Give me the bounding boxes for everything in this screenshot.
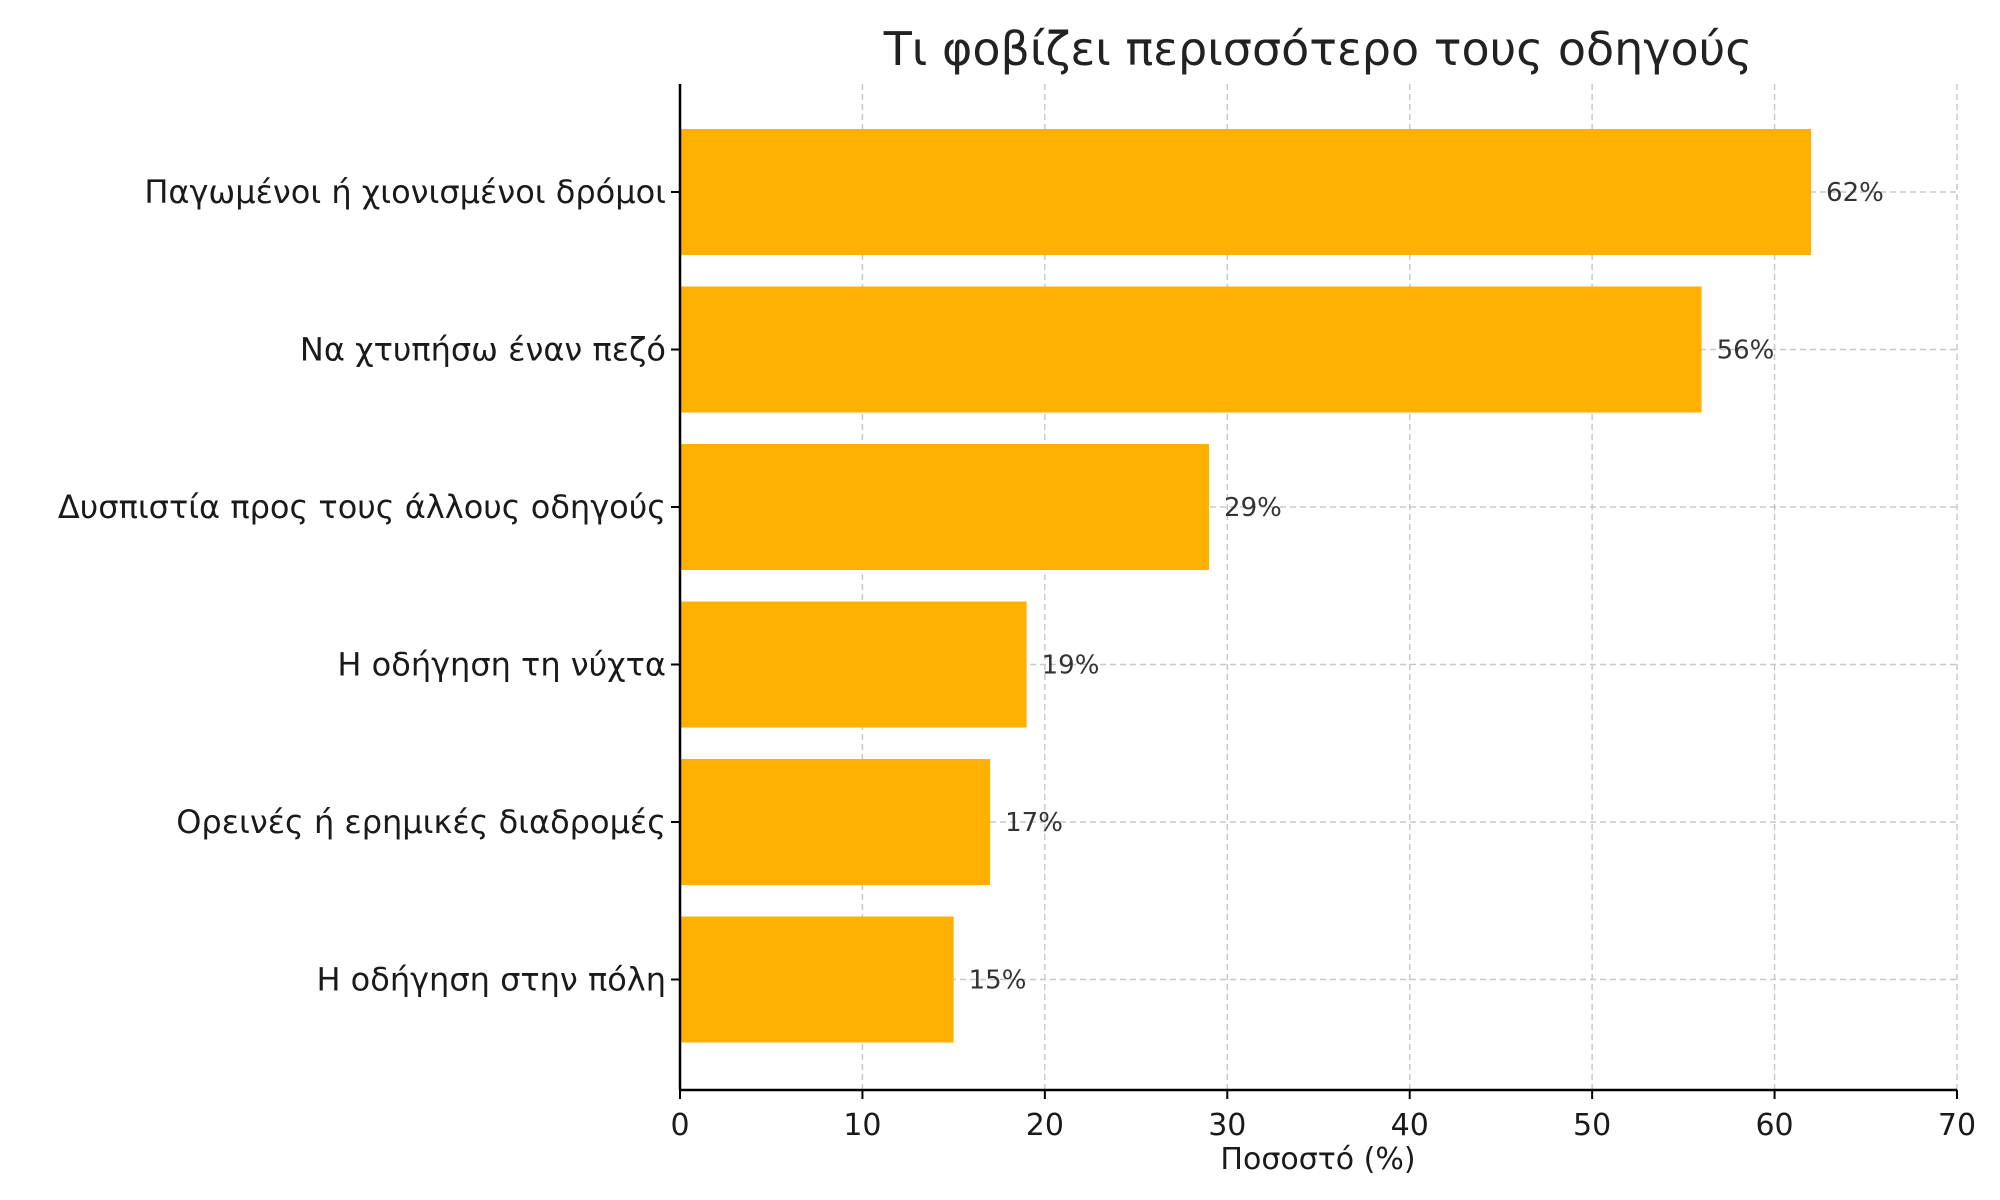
x-tick-label-1: 10 [843,1108,881,1143]
bar-1 [680,286,1702,413]
chart-title: Τι φοβίζει περισσότερο τους οδηγούς [883,22,1753,76]
x-tick-label-6: 60 [1755,1108,1793,1143]
value-label-0: 62% [1826,178,1884,208]
x-tick-label-4: 40 [1391,1108,1429,1143]
value-label-4: 17% [1005,808,1063,838]
value-label-5: 15% [969,966,1027,996]
category-label-3: Η οδήγηση τη νύχτα [337,646,666,684]
x-tick-label-3: 30 [1208,1108,1246,1143]
x-axis-title: Ποσοστό (%) [1220,1142,1415,1177]
axes [678,84,1957,1092]
bars [680,129,1812,1043]
x-tick-label-2: 20 [1026,1108,1064,1143]
bar-3 [680,601,1027,728]
value-label-3: 19% [1042,651,1100,681]
bar-2 [680,444,1210,570]
bar-4 [680,759,991,885]
category-label-5: Η οδήγηση στην πόλη [316,961,666,999]
value-labels: 62% 56% 29% 19% 17% 15% [969,178,1884,996]
category-label-4: Ορεινές ή ερημικές διαδρομές [176,803,666,841]
category-labels: Παγωμένοι ή χιονισμένοι δρόμοι Να χτυπήσω… [58,173,666,999]
value-label-2: 29% [1224,493,1282,523]
category-label-0: Παγωμένοι ή χιονισμένοι δρόμοι [144,173,666,211]
bar-5 [680,916,954,1043]
x-axis-ticks: 0 10 20 30 40 50 60 70 [670,191,1976,1143]
x-tick-label-0: 0 [670,1108,689,1143]
category-label-1: Να χτυπήσω έναν πεζό [300,331,666,369]
category-label-2: Δυσπιστία προς τους άλλους οδηγούς [58,488,666,526]
bar-0 [680,129,1812,255]
x-tick-label-5: 50 [1573,1108,1611,1143]
value-label-1: 56% [1717,336,1775,366]
x-tick-label-7: 70 [1938,1108,1976,1143]
